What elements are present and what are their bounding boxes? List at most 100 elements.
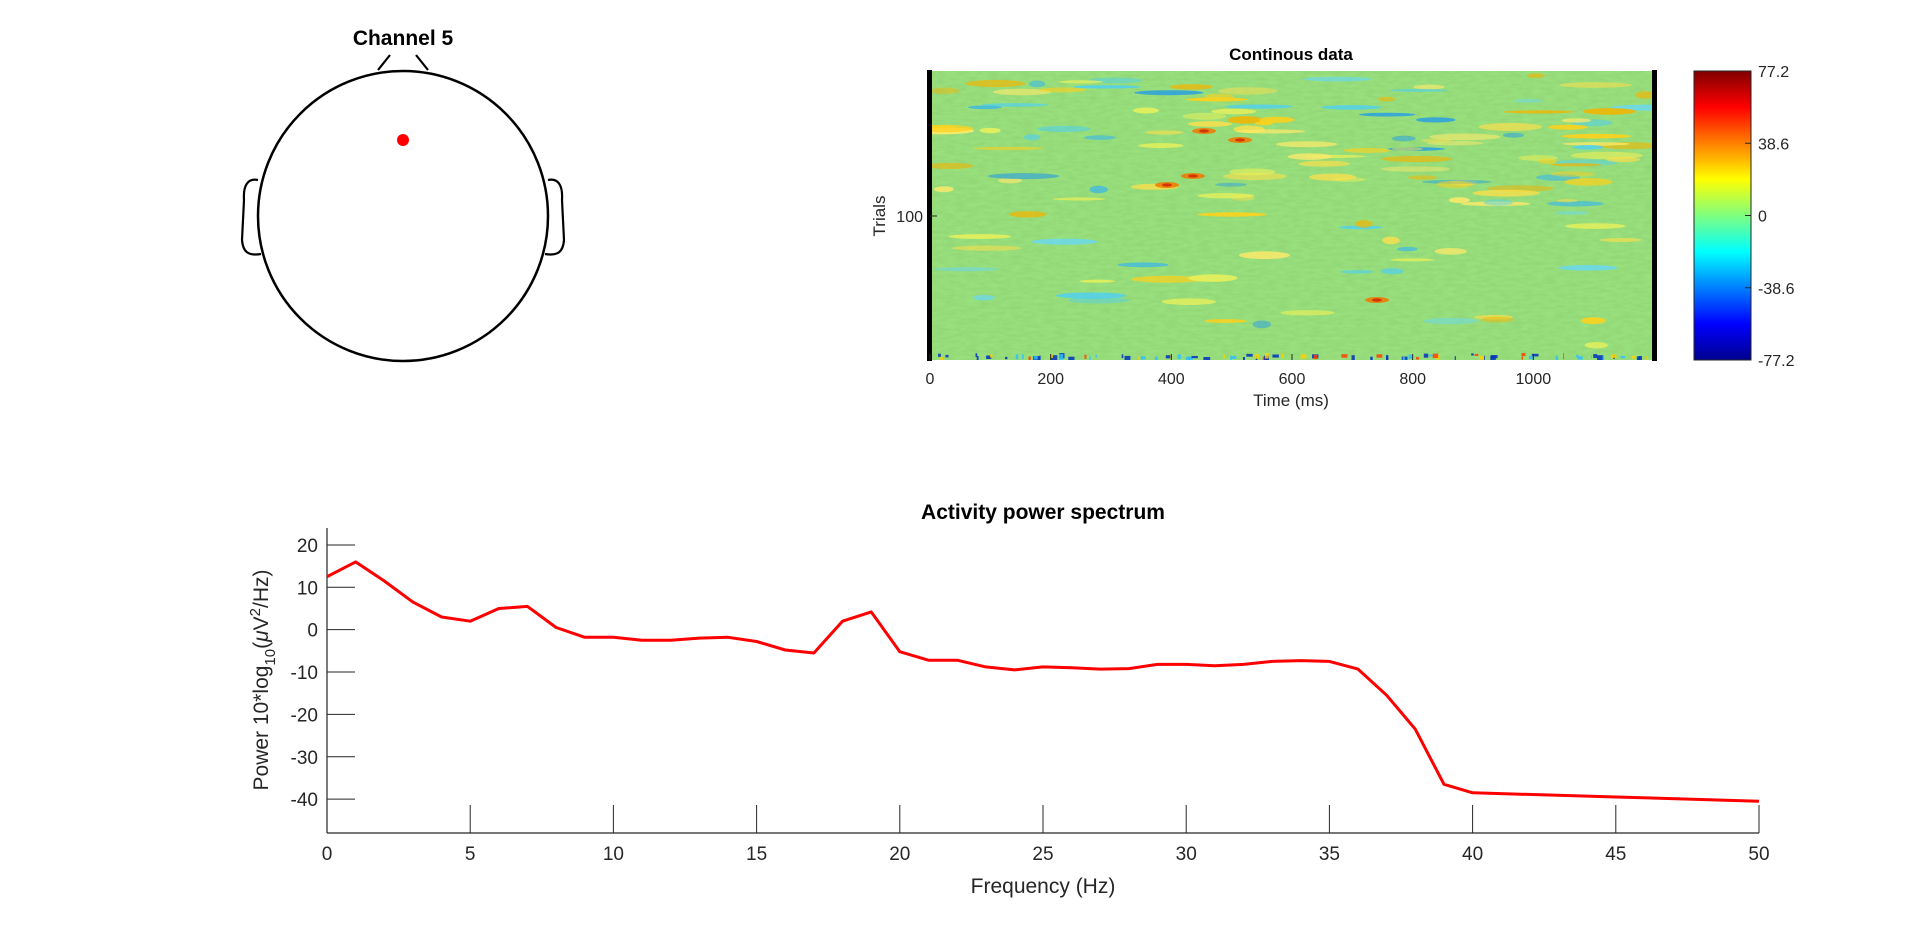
heatmap-blob bbox=[1380, 268, 1404, 275]
heatmap-blob bbox=[934, 267, 999, 272]
heatmap-artifact bbox=[1386, 356, 1388, 360]
spectrum-x-tick-label: 35 bbox=[1319, 844, 1340, 865]
heatmap-blob bbox=[1089, 185, 1108, 194]
heatmap-artifact bbox=[1272, 354, 1279, 358]
heatmap-artifact bbox=[1597, 355, 1604, 360]
heatmap-blob bbox=[1321, 105, 1382, 110]
heatmap-blob bbox=[1287, 153, 1333, 160]
heatmap-blob bbox=[1161, 298, 1216, 306]
heatmap-blob bbox=[1503, 110, 1575, 114]
heatmap-artifact bbox=[1376, 354, 1383, 358]
heatmap-artifact bbox=[1341, 354, 1348, 358]
heatmap-blob bbox=[1538, 158, 1557, 164]
heatmap-blob bbox=[1227, 116, 1263, 124]
spectrum-x-tick-label: 40 bbox=[1462, 844, 1483, 865]
heatmap-blob bbox=[1527, 73, 1545, 79]
heatmap-artifact bbox=[990, 354, 993, 358]
heatmap-artifact bbox=[1590, 355, 1592, 359]
heatmap-blob bbox=[1429, 133, 1501, 141]
erp-y-tick-label: 100 bbox=[896, 209, 923, 226]
spectrum-y-tick-label: -30 bbox=[291, 748, 318, 769]
spectrum-y-ticks: 20 10 0 -10 -20 -30 -40 bbox=[291, 536, 355, 811]
heatmap-blob bbox=[1280, 310, 1335, 316]
heatmap-artifact bbox=[1246, 353, 1253, 357]
heatmap-blob bbox=[1407, 175, 1438, 180]
heatmap-artifact bbox=[1351, 355, 1355, 360]
electrode-marker bbox=[397, 134, 409, 146]
heatmap-artifact bbox=[938, 353, 941, 357]
heatmap-artifact bbox=[1191, 356, 1198, 359]
heatmap-blob bbox=[1434, 248, 1467, 255]
heatmap-blob bbox=[930, 162, 974, 170]
heatmap-blob bbox=[1083, 135, 1117, 140]
heatmap-artifact bbox=[1471, 353, 1474, 356]
heatmap-artifact bbox=[1028, 356, 1031, 360]
heatmap-blob bbox=[1340, 270, 1374, 274]
heatmap-blob bbox=[952, 245, 1022, 251]
colorbar-tick-label: 0 bbox=[1758, 209, 1767, 226]
heatmap-artifact bbox=[1428, 354, 1433, 357]
heatmap-artifact bbox=[1638, 356, 1642, 360]
heatmap-blob bbox=[1582, 108, 1636, 115]
heatmap-artifact bbox=[1521, 356, 1523, 360]
heatmap-blob bbox=[988, 173, 1060, 180]
heatmap-blob bbox=[1252, 320, 1272, 329]
head-outline bbox=[256, 69, 550, 363]
heatmap-artifact bbox=[1432, 353, 1439, 358]
heatmap-artifact bbox=[1137, 356, 1140, 360]
nose-icon bbox=[377, 54, 429, 71]
topoplot: Channel 5 bbox=[240, 27, 566, 363]
heatmap-artifact bbox=[1370, 356, 1373, 360]
heatmap-artifact bbox=[1646, 356, 1648, 360]
heatmap-blob bbox=[1481, 316, 1514, 323]
heatmap-hot-core bbox=[1199, 129, 1209, 133]
heatmap-blob bbox=[1535, 174, 1581, 181]
spectrum-x-tick-label: 50 bbox=[1748, 844, 1769, 865]
heatmap-artifact bbox=[1223, 354, 1226, 359]
heatmap-blob bbox=[1380, 166, 1451, 172]
colorbar-tick-label: -77.2 bbox=[1758, 353, 1795, 370]
heatmap-artifact bbox=[1454, 356, 1456, 360]
heatmap-artifact bbox=[1555, 355, 1559, 360]
heatmap-blob bbox=[1547, 201, 1604, 207]
erp-x-axis-label: Time (ms) bbox=[1253, 391, 1329, 410]
erp-image-panel: Continous data 0 200 400 600 800 1000 100 Tri… bbox=[870, 45, 1795, 410]
heatmap-artifact bbox=[1243, 357, 1245, 360]
heatmap-blob bbox=[1413, 84, 1445, 90]
heatmap-blob bbox=[1472, 189, 1540, 197]
heatmap-blob bbox=[1448, 197, 1470, 204]
heatmap-blob bbox=[930, 87, 960, 95]
heatmap-artifact bbox=[1068, 356, 1075, 360]
spectrum-y-tick-label: 0 bbox=[307, 621, 318, 642]
spectrum-y-axis-label: Power 10*log10(μV2/Hz) bbox=[247, 570, 279, 791]
heatmap-blob bbox=[1556, 199, 1578, 203]
heatmap-artifact bbox=[1230, 355, 1232, 360]
erp-image-heatmap bbox=[930, 71, 1654, 360]
heatmap-blob bbox=[1225, 104, 1293, 109]
heatmap-blob bbox=[1460, 201, 1531, 207]
heatmap-blob bbox=[948, 234, 1012, 239]
heatmap-blob bbox=[1426, 141, 1484, 146]
heatmap-blob bbox=[1235, 129, 1306, 134]
heatmap-blob bbox=[1561, 118, 1592, 123]
heatmap-blob bbox=[1214, 182, 1247, 187]
ylabel-sub: 10 bbox=[262, 649, 279, 666]
heatmap-blob bbox=[1503, 132, 1524, 138]
heatmap-blob bbox=[973, 294, 995, 301]
heatmap-blob bbox=[1562, 142, 1630, 146]
heatmap-artifact bbox=[1416, 357, 1420, 360]
heatmap-blobs bbox=[930, 73, 1654, 360]
heatmap-blob bbox=[1377, 96, 1396, 102]
heatmap-blob bbox=[1564, 178, 1613, 186]
heatmap-blob bbox=[1130, 275, 1206, 283]
heatmap-blob bbox=[1580, 317, 1606, 324]
power-spectrum-panel: Activity power spectrum 20100-10-20-30-4… bbox=[247, 501, 1770, 898]
heatmap-artifact bbox=[1095, 354, 1098, 358]
heatmap-blob bbox=[973, 146, 1045, 151]
ylabel-prefix: Power 10*log bbox=[250, 666, 273, 791]
heatmap-blob bbox=[1254, 121, 1274, 126]
heatmap-hot-core bbox=[1235, 138, 1245, 142]
heatmap-hot-core bbox=[1372, 298, 1382, 302]
spectrum-series-line bbox=[326, 560, 1760, 803]
spectrum-y-tick-label: -40 bbox=[291, 790, 318, 811]
